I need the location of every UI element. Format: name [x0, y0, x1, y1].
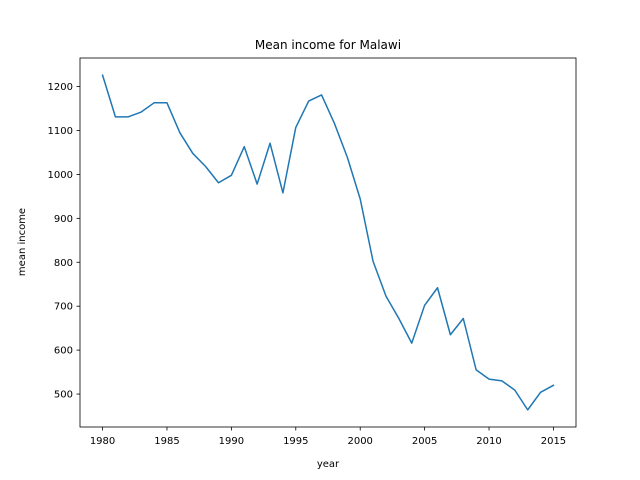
x-tick-label: 1995	[283, 436, 308, 447]
y-tick-label: 500	[54, 390, 73, 401]
x-axis-label: year	[317, 459, 340, 470]
mean-income-series-line	[101, 74, 555, 411]
y-tick-label: 700	[54, 302, 73, 313]
y-tick-label: 600	[54, 346, 73, 357]
x-tick-label: 1985	[154, 436, 179, 447]
plot-frame	[79, 57, 577, 428]
y-axis-ticks: 500 600 700 800 900 1000 1100 1200	[48, 82, 80, 401]
y-axis-label: mean income	[17, 208, 28, 276]
x-tick-label: 2005	[412, 436, 437, 447]
x-tick-label: 2015	[541, 436, 566, 447]
y-tick-label: 1100	[48, 126, 73, 137]
chart-title: Mean income for Malawi	[255, 38, 401, 52]
x-tick-label: 2000	[347, 436, 372, 447]
y-tick-label: 1200	[48, 82, 73, 93]
x-tick-label: 2010	[476, 436, 501, 447]
plot-area	[101, 74, 555, 411]
x-tick-label: 1990	[219, 436, 244, 447]
y-tick-label: 900	[54, 214, 73, 225]
y-tick-label: 1000	[48, 170, 73, 181]
x-axis-ticks: 1980 1985 1990 1995 2000 2005 2010 2015	[90, 427, 566, 447]
x-tick-label: 1980	[90, 436, 115, 447]
y-tick-label: 800	[54, 258, 73, 269]
